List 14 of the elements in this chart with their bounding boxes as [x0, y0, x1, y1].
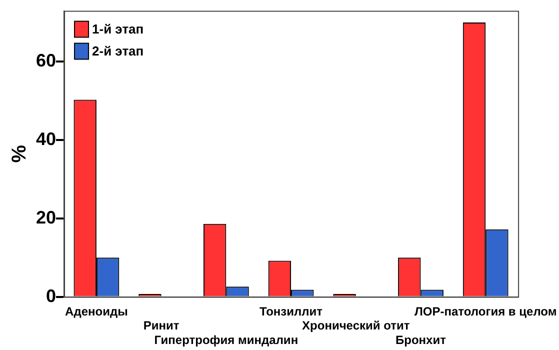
- y-tick-label: 20: [36, 207, 56, 228]
- x-tick-label: Хронический отит: [302, 318, 410, 333]
- legend-label: 1-й этап: [92, 21, 144, 36]
- y-tick-label: 40: [36, 129, 56, 150]
- x-tick-label: Ринит: [143, 318, 180, 333]
- x-tick-label: Гипертрофия миндалин: [154, 333, 298, 348]
- x-tick-label: ЛОР-патология в целом: [414, 304, 557, 318]
- y-tick-label: 0: [46, 286, 56, 306]
- x-tick-label: Бронхит: [396, 333, 446, 348]
- x-tick-label: Аденоиды: [65, 304, 128, 318]
- legend-label: 2-й этап: [92, 43, 144, 58]
- y-tick-label: 60: [36, 50, 56, 71]
- x-tick-label: Тонзиллит: [260, 304, 323, 318]
- y-axis-title: %: [8, 144, 31, 163]
